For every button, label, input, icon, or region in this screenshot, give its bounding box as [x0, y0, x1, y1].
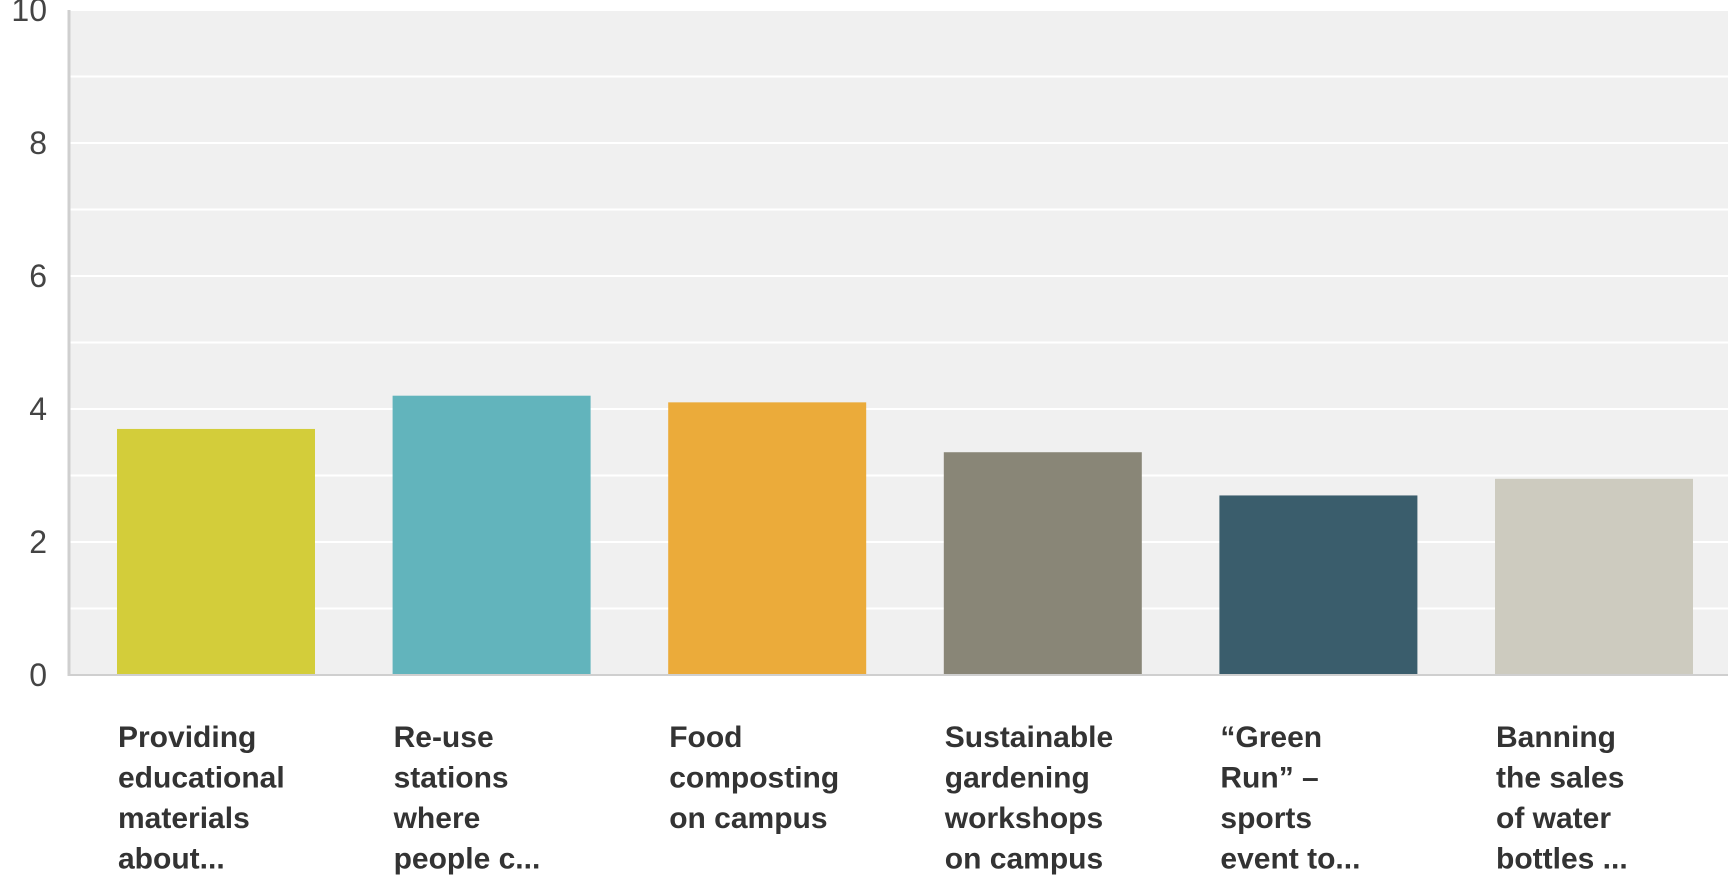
y-tick-label: 0 — [29, 657, 47, 693]
bar — [1495, 478, 1693, 675]
bars — [117, 395, 1693, 675]
y-tick-labels: 0 2 4 6 8 10 — [11, 0, 47, 693]
category-label: Food composting on campus — [669, 721, 839, 835]
y-tick-label: 2 — [29, 524, 47, 560]
y-tick-label: 4 — [29, 391, 47, 427]
gridlines — [70, 9, 1728, 610]
category-label: Re-use stations where people c... — [393, 721, 541, 875]
bar — [943, 452, 1142, 675]
y-tick-label: 6 — [29, 258, 47, 294]
y-tick-label: 10 — [11, 0, 47, 28]
category-label: “Green Run” – sports event to... — [1220, 721, 1360, 875]
bar — [1219, 495, 1418, 675]
bar — [668, 402, 867, 675]
category-labels: Providing educational materials about... Re-… — [118, 721, 1628, 875]
bar — [392, 395, 591, 675]
category-label: Providing educational materials about... — [118, 721, 285, 875]
y-tick-label: 8 — [29, 125, 47, 161]
category-label: Sustainable gardening workshops on campus — [944, 721, 1113, 875]
category-label: Banning the sales of water bottles ... — [1496, 721, 1628, 875]
bar — [117, 428, 315, 675]
